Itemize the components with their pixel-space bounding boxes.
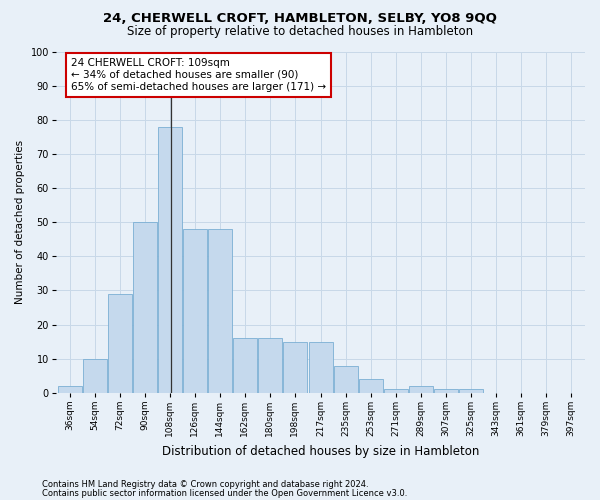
Text: 24, CHERWELL CROFT, HAMBLETON, SELBY, YO8 9QQ: 24, CHERWELL CROFT, HAMBLETON, SELBY, YO… <box>103 12 497 26</box>
Bar <box>233 338 257 393</box>
Bar <box>334 366 358 393</box>
Bar <box>460 390 483 393</box>
Text: 24 CHERWELL CROFT: 109sqm
← 34% of detached houses are smaller (90)
65% of semi-: 24 CHERWELL CROFT: 109sqm ← 34% of detac… <box>71 58 326 92</box>
Y-axis label: Number of detached properties: Number of detached properties <box>15 140 25 304</box>
Bar <box>108 294 131 393</box>
Text: Contains HM Land Registry data © Crown copyright and database right 2024.: Contains HM Land Registry data © Crown c… <box>42 480 368 489</box>
Bar <box>258 338 281 393</box>
Bar <box>183 229 206 393</box>
Bar <box>208 229 232 393</box>
Bar <box>434 390 458 393</box>
X-axis label: Distribution of detached houses by size in Hambleton: Distribution of detached houses by size … <box>162 444 479 458</box>
Bar <box>359 379 383 393</box>
Bar <box>158 126 182 393</box>
Bar <box>133 222 157 393</box>
Bar <box>409 386 433 393</box>
Bar <box>58 386 82 393</box>
Bar <box>283 342 307 393</box>
Bar <box>385 390 408 393</box>
Text: Contains public sector information licensed under the Open Government Licence v3: Contains public sector information licen… <box>42 488 407 498</box>
Bar <box>83 358 107 393</box>
Text: Size of property relative to detached houses in Hambleton: Size of property relative to detached ho… <box>127 25 473 38</box>
Bar <box>310 342 333 393</box>
